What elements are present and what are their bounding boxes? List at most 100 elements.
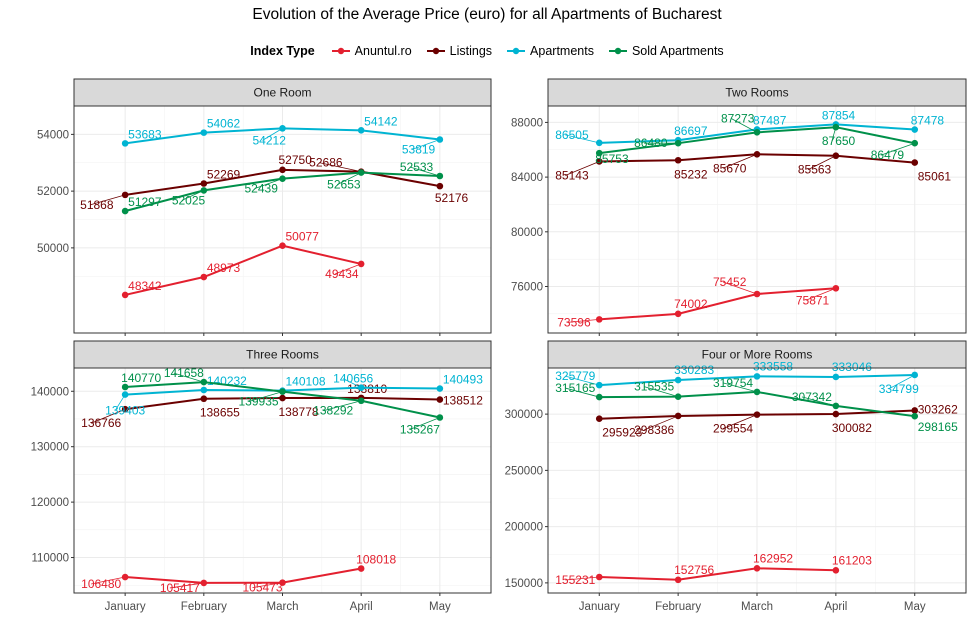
data-point bbox=[753, 388, 761, 396]
series-line bbox=[124, 244, 362, 296]
data-point bbox=[753, 373, 761, 380]
x-tick-label: February bbox=[181, 601, 227, 613]
data-point bbox=[357, 565, 365, 572]
data-label: 86480 bbox=[634, 136, 668, 150]
data-label: 87478 bbox=[911, 114, 945, 128]
data-label: 135267 bbox=[400, 423, 440, 437]
data-label: 139935 bbox=[239, 395, 279, 409]
data-label: 51868 bbox=[80, 198, 114, 212]
data-label: 140770 bbox=[121, 371, 161, 385]
panel-border bbox=[73, 105, 492, 334]
legend-label-listings: Listings bbox=[449, 44, 493, 58]
label-leader bbox=[90, 194, 126, 206]
x-tick-label: May bbox=[429, 601, 451, 613]
data-point bbox=[595, 149, 603, 157]
data-label: 86697 bbox=[674, 124, 708, 138]
legend-key-point bbox=[614, 47, 622, 55]
x-tick-label: January bbox=[579, 601, 620, 613]
data-label: 85753 bbox=[595, 152, 629, 166]
data-label: 138292 bbox=[313, 404, 353, 418]
data-label: 85061 bbox=[918, 170, 952, 184]
panel-title: One Room bbox=[253, 86, 311, 100]
data-point bbox=[279, 166, 286, 174]
data-label: 298386 bbox=[634, 423, 674, 437]
x-tick-label: April bbox=[824, 601, 847, 613]
data-point bbox=[753, 565, 761, 572]
data-label: 75871 bbox=[796, 293, 830, 307]
label-leader bbox=[722, 414, 758, 429]
data-point bbox=[911, 407, 919, 414]
data-point bbox=[436, 385, 444, 392]
data-label: 85232 bbox=[674, 167, 708, 181]
data-point bbox=[674, 156, 682, 164]
legend-key-listings bbox=[426, 47, 445, 55]
data-label: 54142 bbox=[364, 114, 398, 128]
legend-key-point bbox=[432, 47, 439, 55]
legend-key-point bbox=[337, 47, 344, 55]
y-tick-label: 130000 bbox=[31, 442, 69, 454]
data-label: 53819 bbox=[402, 143, 436, 157]
data-label: 140493 bbox=[443, 373, 483, 387]
legend: Index Type Anuntul.ro Listings Apartment… bbox=[0, 42, 974, 60]
data-point bbox=[121, 140, 129, 147]
panel-strip bbox=[547, 340, 967, 369]
data-label: 87273 bbox=[721, 111, 755, 125]
series-line bbox=[125, 567, 362, 584]
data-label: 136766 bbox=[81, 416, 121, 430]
series-anuntul-ro: 48342 48973 50077 49434 bbox=[121, 230, 365, 299]
label-leader bbox=[565, 134, 600, 144]
legend-key-sold-apartments bbox=[608, 47, 627, 55]
y-tick-label: 54000 bbox=[37, 129, 69, 141]
data-point bbox=[595, 381, 603, 389]
data-label: 333558 bbox=[753, 359, 793, 373]
x-tick-label: January bbox=[105, 601, 146, 613]
label-leader bbox=[565, 387, 600, 398]
label-leader bbox=[805, 287, 837, 301]
data-label: 86505 bbox=[555, 128, 589, 142]
y-tick-label: 76000 bbox=[511, 282, 543, 294]
series-sold-apartments: 85753 86480 87273 87650 86479 bbox=[595, 111, 919, 166]
data-label: 52025 bbox=[172, 193, 206, 207]
data-point bbox=[911, 159, 919, 166]
label-leader bbox=[91, 576, 126, 585]
y-tick-label: 52000 bbox=[37, 186, 69, 198]
legend-key-apartments bbox=[507, 47, 526, 55]
x-tick-label: February bbox=[655, 601, 701, 613]
data-label: 49434 bbox=[325, 267, 359, 281]
data-point bbox=[832, 410, 840, 418]
series-sold-apartments: 51297 52025 52439 52653 52533 bbox=[121, 160, 444, 215]
data-label: 139403 bbox=[105, 404, 145, 418]
data-label: 295923 bbox=[602, 426, 642, 440]
series-apartments: 325779 330283 333558 333046 334799 bbox=[555, 359, 919, 396]
label-leader bbox=[567, 318, 600, 323]
data-label: 85563 bbox=[798, 163, 832, 177]
label-leader bbox=[880, 142, 915, 156]
data-label: 51297 bbox=[128, 195, 162, 209]
data-point bbox=[436, 414, 444, 421]
data-label: 155231 bbox=[555, 573, 595, 587]
y-tick-label: 50000 bbox=[37, 243, 69, 255]
label-leader bbox=[252, 582, 283, 589]
data-label: 87854 bbox=[822, 108, 856, 122]
label-leader bbox=[565, 161, 600, 176]
label-leader bbox=[181, 190, 204, 201]
data-point bbox=[200, 378, 208, 386]
legend-title: Index Type bbox=[250, 44, 315, 58]
x-tick-label: April bbox=[350, 601, 373, 613]
data-label: 105417 bbox=[160, 581, 200, 595]
data-point bbox=[436, 396, 444, 403]
data-point bbox=[200, 273, 208, 281]
y-tick-label: 88000 bbox=[511, 117, 543, 129]
label-leader bbox=[831, 127, 837, 142]
data-label: 141658 bbox=[164, 366, 204, 380]
data-label: 52439 bbox=[245, 182, 279, 196]
label-leader bbox=[323, 400, 362, 412]
label-leader bbox=[409, 417, 441, 430]
data-label: 87487 bbox=[753, 113, 787, 127]
legend-label-sold-apartments: Sold Apartments bbox=[631, 44, 724, 58]
data-label: 52269 bbox=[207, 167, 241, 181]
label-leader bbox=[801, 396, 836, 407]
series-anuntul-ro: 155231 152756 162952 161203 bbox=[555, 551, 872, 587]
panel-two-rooms: Two Rooms7600080000840008800073596740027… bbox=[511, 78, 967, 336]
data-label: 54062 bbox=[207, 117, 241, 131]
